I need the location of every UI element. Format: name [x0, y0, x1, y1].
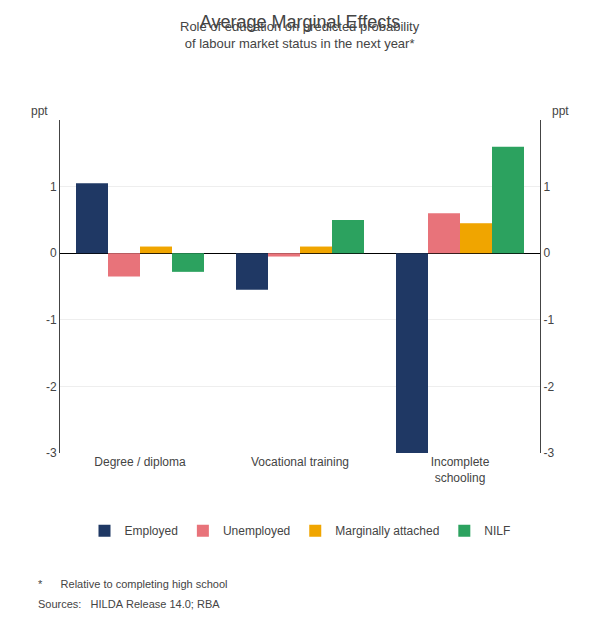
svg-text:1: 1 [50, 180, 57, 194]
svg-text:Incompleteschooling: Incompleteschooling [431, 455, 490, 485]
svg-text:Vocational training: Vocational training [251, 455, 349, 469]
svg-text:-2: -2 [543, 380, 554, 394]
svg-text:Sources: HILDA Release 14.0;: Sources: HILDA Release 14.0; RBA [38, 598, 220, 610]
svg-text:Degree / diploma: Degree / diploma [94, 455, 186, 469]
svg-text:1: 1 [543, 180, 550, 194]
svg-text:-1: -1 [46, 313, 57, 327]
svg-text:Employed: Employed [125, 524, 178, 538]
svg-text:-2: -2 [46, 380, 57, 394]
svg-text:NILF: NILF [484, 524, 510, 538]
svg-text:Role of education on predicted: Role of education on predicted probabili… [180, 19, 420, 51]
svg-text:ppt: ppt [31, 104, 48, 118]
svg-text:* Relative to completing: * Relative to completing high school [38, 578, 228, 590]
svg-text:0: 0 [543, 246, 550, 260]
svg-text:Average Marginal Effects: Average Marginal Effects [200, 12, 400, 32]
svg-text:ppt: ppt [552, 104, 569, 118]
svg-text:Unemployed: Unemployed [223, 524, 290, 538]
svg-text:0: 0 [50, 246, 57, 260]
svg-text:-3: -3 [46, 446, 57, 460]
svg-text:-1: -1 [543, 313, 554, 327]
svg-text:-3: -3 [543, 446, 554, 460]
svg-text:Marginally attached: Marginally attached [335, 524, 439, 538]
